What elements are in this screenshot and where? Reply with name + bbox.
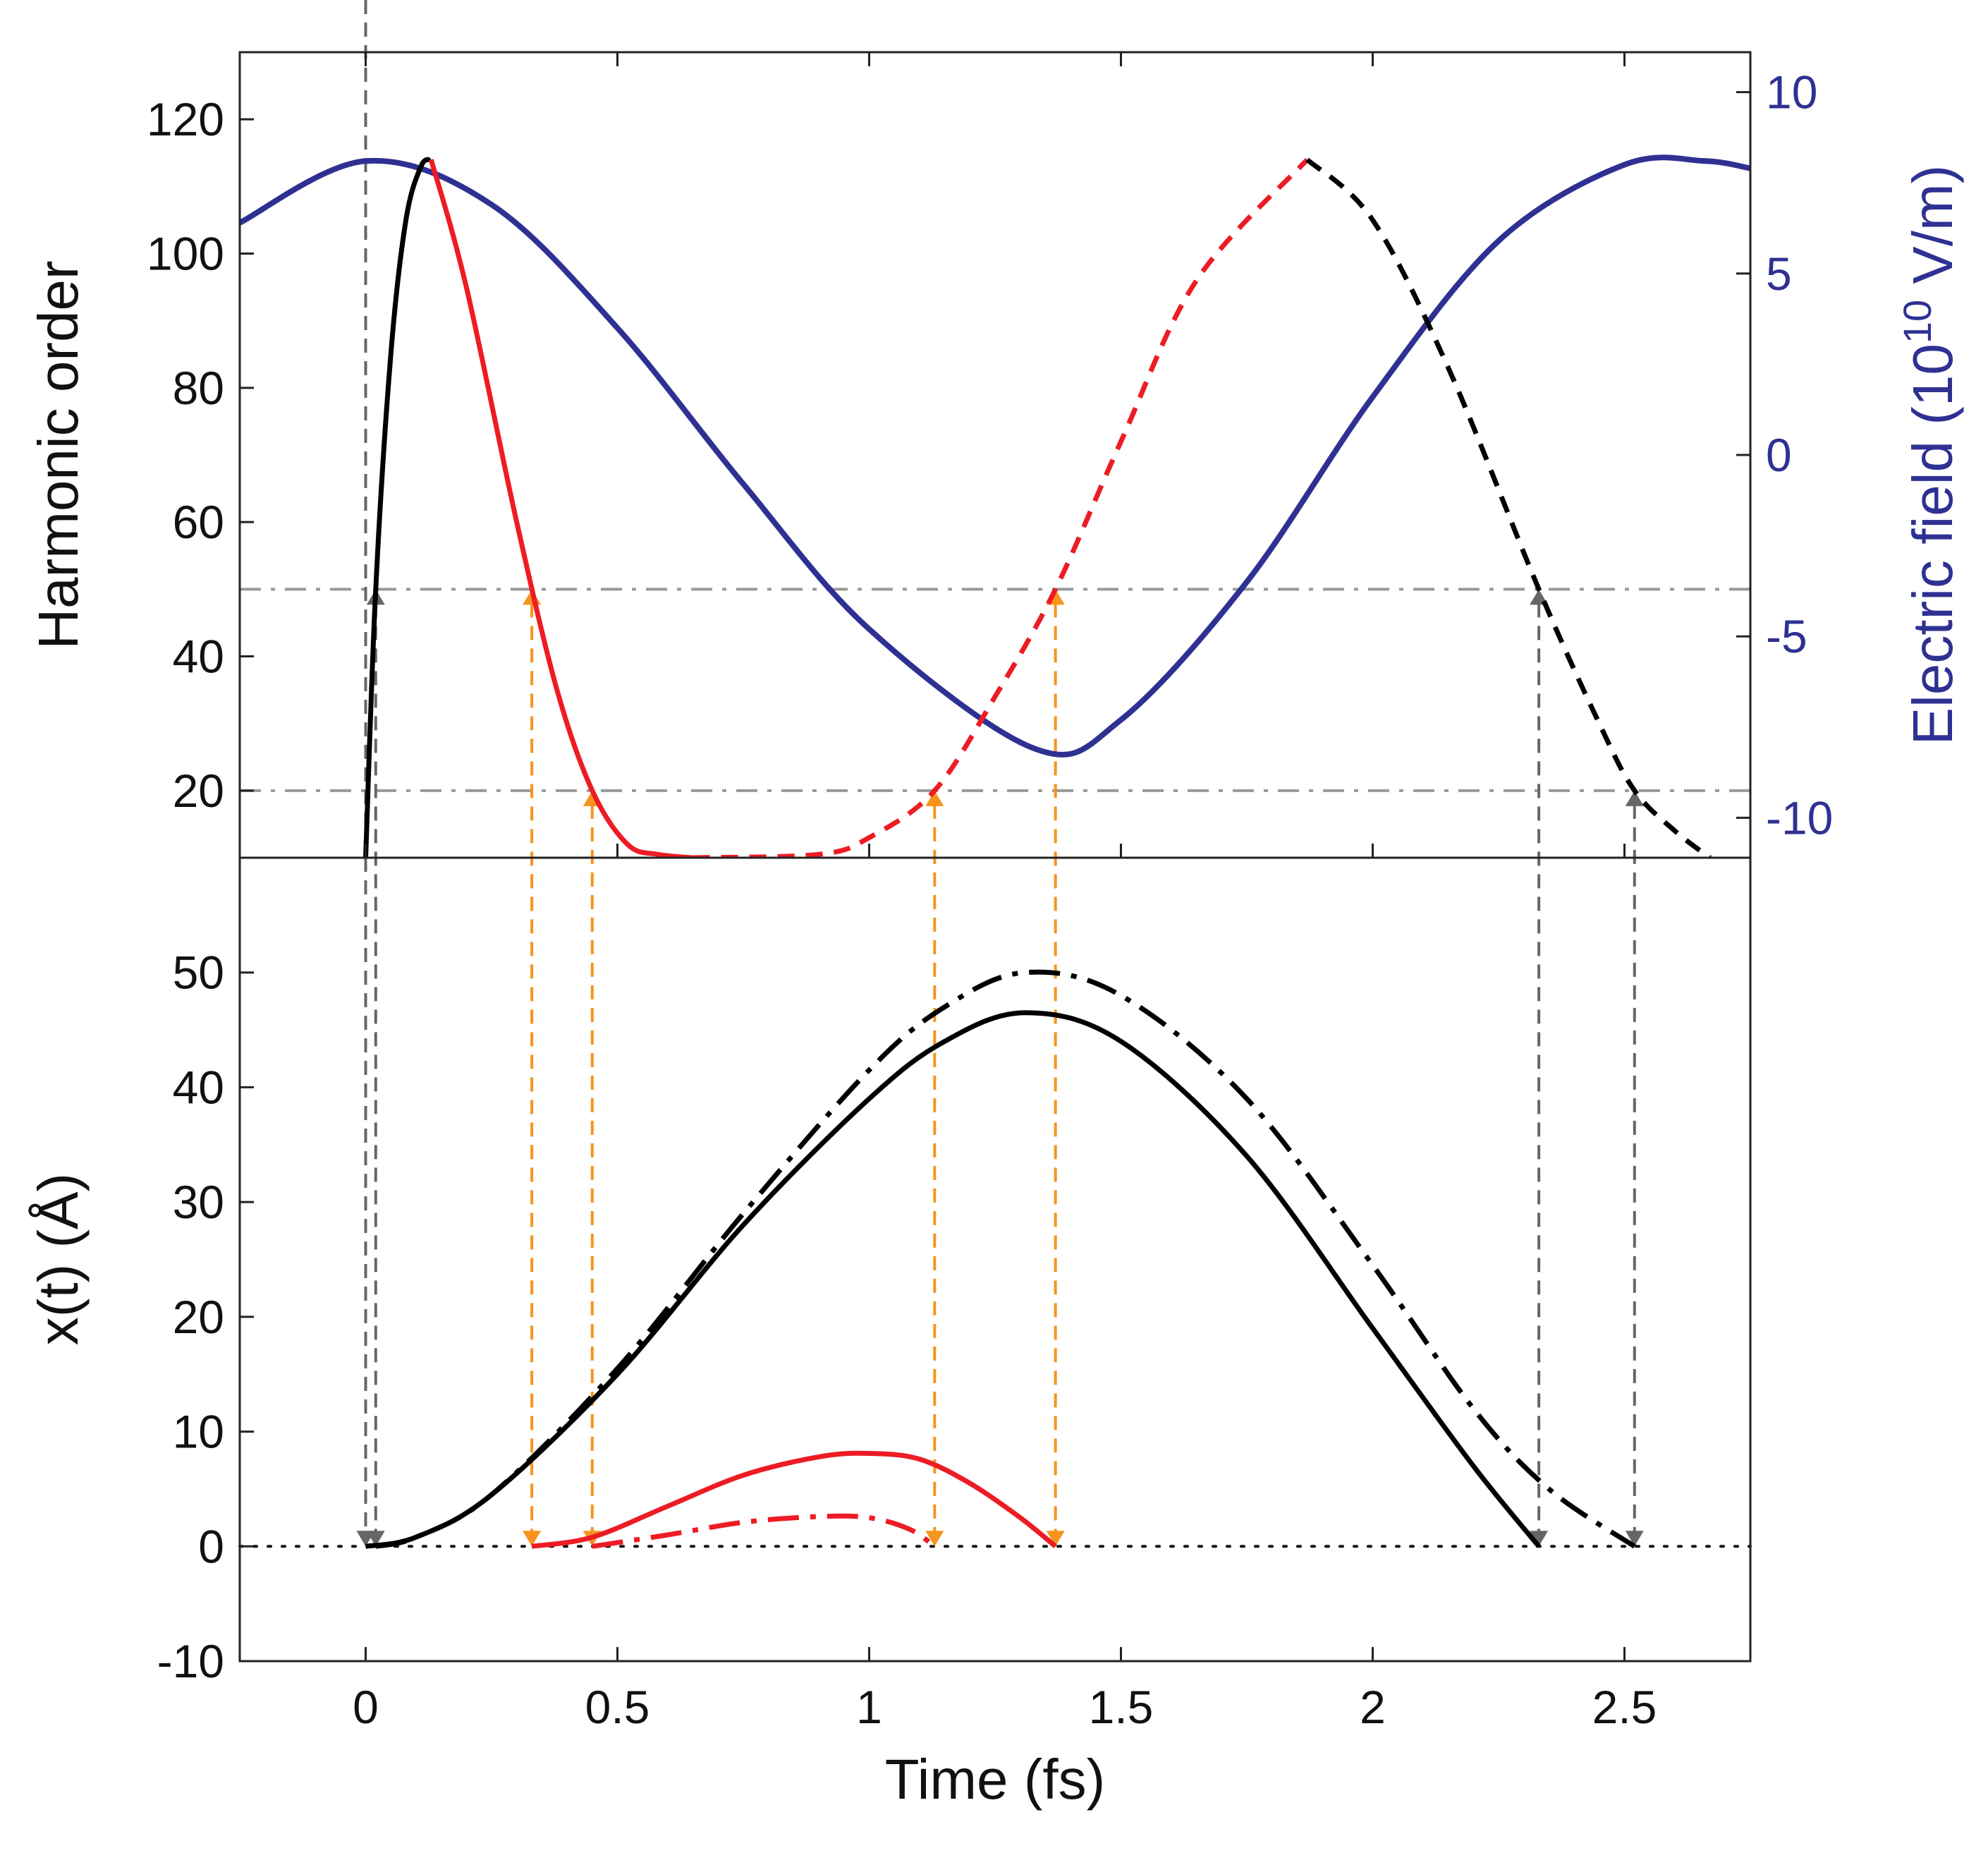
right-ylabel: Electric field (1010 V/m) (1895, 165, 1964, 746)
bottom-ytick-label: 50 (173, 947, 224, 999)
right-ytick-label: 5 (1766, 248, 1792, 300)
bottom-ytick-label: 20 (173, 1291, 224, 1343)
top-panel-frame (238, 51, 1752, 859)
bottom-ytick-label: 40 (173, 1061, 224, 1113)
bottom-ytick-label: 0 (198, 1520, 224, 1572)
right-ytick-label: -10 (1766, 791, 1833, 844)
transition-arrow-head-down (523, 1531, 542, 1547)
top-series-line-0 (240, 154, 1750, 758)
bottom-series-line-3 (592, 1513, 937, 1549)
bottom-ytick-label: 30 (173, 1176, 224, 1228)
bottom-panel-frame (238, 856, 1752, 1663)
bottom-ytick-label: 10 (173, 1406, 224, 1458)
top-series-line-1 (363, 157, 433, 858)
top-series-line-2 (428, 159, 693, 858)
axis-ticks: 20 40 60 80 100 120 -10 -5 0 5 10 -10 0 10 20 30 40 50 0 0.… (147, 52, 1833, 1733)
xtick-label: 2 (1360, 1681, 1386, 1733)
xtick-label: 1 (856, 1681, 882, 1733)
bottom-panel-series (365, 969, 1636, 1549)
right-ytick-label: -5 (1766, 610, 1807, 662)
xtick-label: 2.5 (1592, 1681, 1657, 1733)
top-ylabel: Harmonic order (27, 260, 90, 649)
bottom-ytick-label: -10 (157, 1635, 224, 1687)
right-ylabel-sup: 10 (1895, 300, 1939, 344)
right-ytick-label: 10 (1766, 66, 1817, 119)
reference-lines (238, 588, 1752, 1548)
transition-arrow-head-up (1625, 790, 1644, 806)
top-ytick-label: 80 (173, 362, 224, 414)
transition-arrow-head-up (1530, 589, 1549, 605)
bottom-series-line-1 (375, 969, 1636, 1549)
top-ytick-label: 120 (147, 93, 224, 145)
top-panel-series (240, 154, 1750, 858)
top-ytick-label: 100 (147, 228, 224, 280)
transition-arrow-head-down (925, 1531, 944, 1547)
transition-arrow-head-down (366, 1531, 385, 1547)
top-ytick-label: 40 (173, 631, 224, 683)
top-series-line-4 (1305, 157, 1712, 858)
top-ytick-label: 60 (173, 496, 224, 548)
transition-arrow-head-down (1530, 1531, 1549, 1547)
right-ylabel-tail: V/m) (1901, 165, 1964, 300)
bottom-series-line-0 (365, 1010, 1541, 1549)
top-ytick-label: 20 (173, 765, 224, 817)
right-ytick-label: 0 (1766, 429, 1792, 481)
bottom-series-line-2 (531, 1450, 1057, 1549)
xtick-label: 1.5 (1089, 1681, 1154, 1733)
transition-arrow-head-down (1046, 1531, 1065, 1547)
transition-arrow-head-up (925, 790, 944, 806)
top-series-line-3 (693, 157, 1310, 858)
transition-arrow-head-down (1625, 1531, 1644, 1547)
bottom-ylabel: x(t) (Å) (27, 1173, 90, 1345)
transition-arrows (356, 0, 1644, 1547)
x-axis-label: Time (fs) (885, 1748, 1106, 1811)
xtick-label: 0.5 (585, 1681, 650, 1733)
xtick-label: 0 (353, 1681, 379, 1733)
right-ylabel-main: Electric field (10 (1901, 344, 1964, 745)
